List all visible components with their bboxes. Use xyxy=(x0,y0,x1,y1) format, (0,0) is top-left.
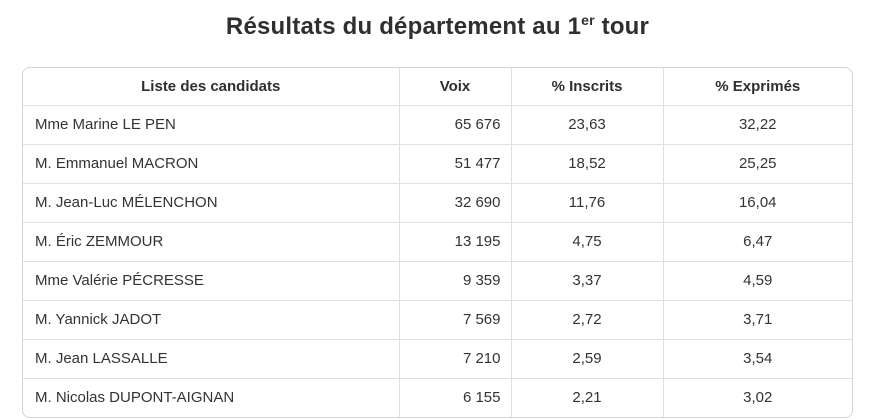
candidate-cell: Mme Valérie PÉCRESSE xyxy=(23,261,400,301)
table-row: M. Yannick JADOT 7 569 2,72 3,71 xyxy=(23,300,852,340)
pct-exprimes-cell: 16,04 xyxy=(663,183,852,223)
voix-cell: 51 477 xyxy=(399,144,512,184)
pct-inscrits-cell: 18,52 xyxy=(511,144,664,184)
table-header-row: Liste des candidats Voix % Inscrits % Ex… xyxy=(23,68,852,106)
pct-exprimes-cell: 25,25 xyxy=(663,144,852,184)
results-table-container: Liste des candidats Voix % Inscrits % Ex… xyxy=(22,67,853,418)
page-title: Résultats du département au 1er tour xyxy=(0,12,875,41)
pct-exprimes-cell: 3,71 xyxy=(663,300,852,340)
table-row: M. Jean-Luc MÉLENCHON 32 690 11,76 16,04 xyxy=(23,183,852,223)
voix-cell: 9 359 xyxy=(399,261,512,301)
pct-inscrits-cell: 4,75 xyxy=(511,222,664,262)
voix-cell: 7 210 xyxy=(399,339,512,379)
pct-inscrits-cell: 23,63 xyxy=(511,105,664,145)
voix-cell: 65 676 xyxy=(399,105,512,145)
table-row: Mme Valérie PÉCRESSE 9 359 3,37 4,59 xyxy=(23,261,852,301)
pct-exprimes-cell: 4,59 xyxy=(663,261,852,301)
column-header-voix: Voix xyxy=(399,68,512,106)
pct-exprimes-cell: 3,54 xyxy=(663,339,852,379)
pct-exprimes-cell: 32,22 xyxy=(663,105,852,145)
table-row: M. Jean LASSALLE 7 210 2,59 3,54 xyxy=(23,339,852,379)
column-header-pct-inscrits: % Inscrits xyxy=(511,68,664,106)
candidate-cell: M. Éric ZEMMOUR xyxy=(23,222,400,262)
candidate-cell: M. Jean LASSALLE xyxy=(23,339,400,379)
page-title-prefix: Résultats du département au 1 xyxy=(225,13,582,40)
table-row: M. Emmanuel MACRON 51 477 18,52 25,25 xyxy=(23,144,852,184)
page-title-suffix: tour xyxy=(594,13,650,40)
pct-inscrits-cell: 2,59 xyxy=(511,339,664,379)
pct-inscrits-cell: 2,21 xyxy=(511,378,664,417)
pct-inscrits-cell: 3,37 xyxy=(511,261,664,301)
candidate-cell: M. Jean-Luc MÉLENCHON xyxy=(23,183,400,223)
voix-cell: 7 569 xyxy=(399,300,512,340)
candidate-cell: Mme Marine LE PEN xyxy=(23,105,400,145)
table-row: M. Nicolas DUPONT-AIGNAN 6 155 2,21 3,02 xyxy=(23,378,852,417)
voix-cell: 32 690 xyxy=(399,183,512,223)
voix-cell: 6 155 xyxy=(399,378,512,417)
pct-exprimes-cell: 6,47 xyxy=(663,222,852,262)
candidate-cell: M. Yannick JADOT xyxy=(23,300,400,340)
pct-inscrits-cell: 2,72 xyxy=(511,300,664,340)
pct-inscrits-cell: 11,76 xyxy=(511,183,664,223)
column-header-candidates: Liste des candidats xyxy=(23,68,400,106)
pct-exprimes-cell: 3,02 xyxy=(743,389,773,407)
candidate-cell: M. Nicolas DUPONT-AIGNAN xyxy=(23,378,400,417)
table-row: Mme Marine LE PEN 65 676 23,63 32,22 xyxy=(23,105,852,145)
results-table: Liste des candidats Voix % Inscrits % Ex… xyxy=(23,68,852,417)
candidate-cell: M. Emmanuel MACRON xyxy=(23,144,400,184)
table-row: M. Éric ZEMMOUR 13 195 4,75 6,47 xyxy=(23,222,852,262)
column-header-pct-exprimes: % Exprimés xyxy=(663,68,852,106)
page-title-superscript: er xyxy=(581,12,595,28)
voix-cell: 13 195 xyxy=(399,222,512,262)
